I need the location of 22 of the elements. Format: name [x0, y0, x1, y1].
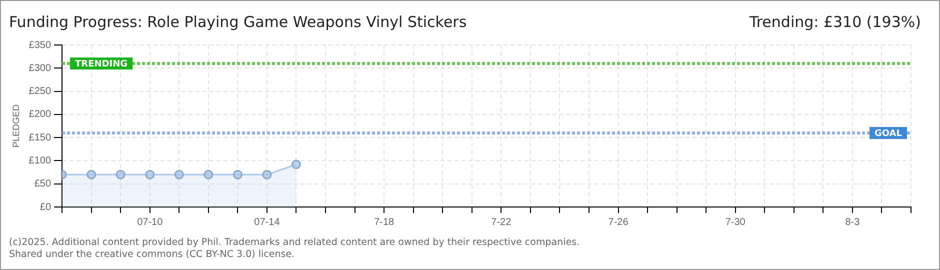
x-tick-label: 07-14 — [254, 216, 280, 228]
y-tick-label: £100 — [28, 155, 52, 166]
y-tick-label: £250 — [28, 86, 52, 98]
y-axis-title: PLEDGED — [10, 104, 21, 148]
text: Shared under the creative commons (CC BY-NC 3.0) license. — [9, 249, 296, 261]
x-tick-label: 8-3 — [845, 216, 860, 228]
ref-line-label: GOAL — [874, 128, 902, 139]
y-tick-label: £50 — [34, 178, 52, 190]
x-tick-label: 7-18 — [374, 216, 395, 228]
y-tick-label: £0 — [40, 202, 52, 213]
x-tick-label: 7-26 — [608, 216, 629, 228]
y-tick-label: £350 — [28, 40, 52, 51]
chart-title: Funding Progress: Role Playing Game Weapons Vinyl Stickers — [9, 13, 467, 31]
x-tick-label: 7-30 — [725, 216, 746, 228]
text: (c)2025. Additional content provided by Phil. Trademarks and related content are owned by their respective companies. — [9, 237, 580, 249]
y-tick-label: £200 — [28, 109, 52, 120]
y-tick-label: £150 — [28, 132, 52, 144]
chart-subtitle: Trending: £310 (193%) — [749, 13, 921, 31]
x-tick-label: 7-22 — [491, 216, 512, 228]
ref-line-label: TRENDING — [75, 59, 128, 70]
x-tick-label: 07-10 — [137, 216, 164, 228]
y-tick-label: £300 — [28, 62, 52, 74]
